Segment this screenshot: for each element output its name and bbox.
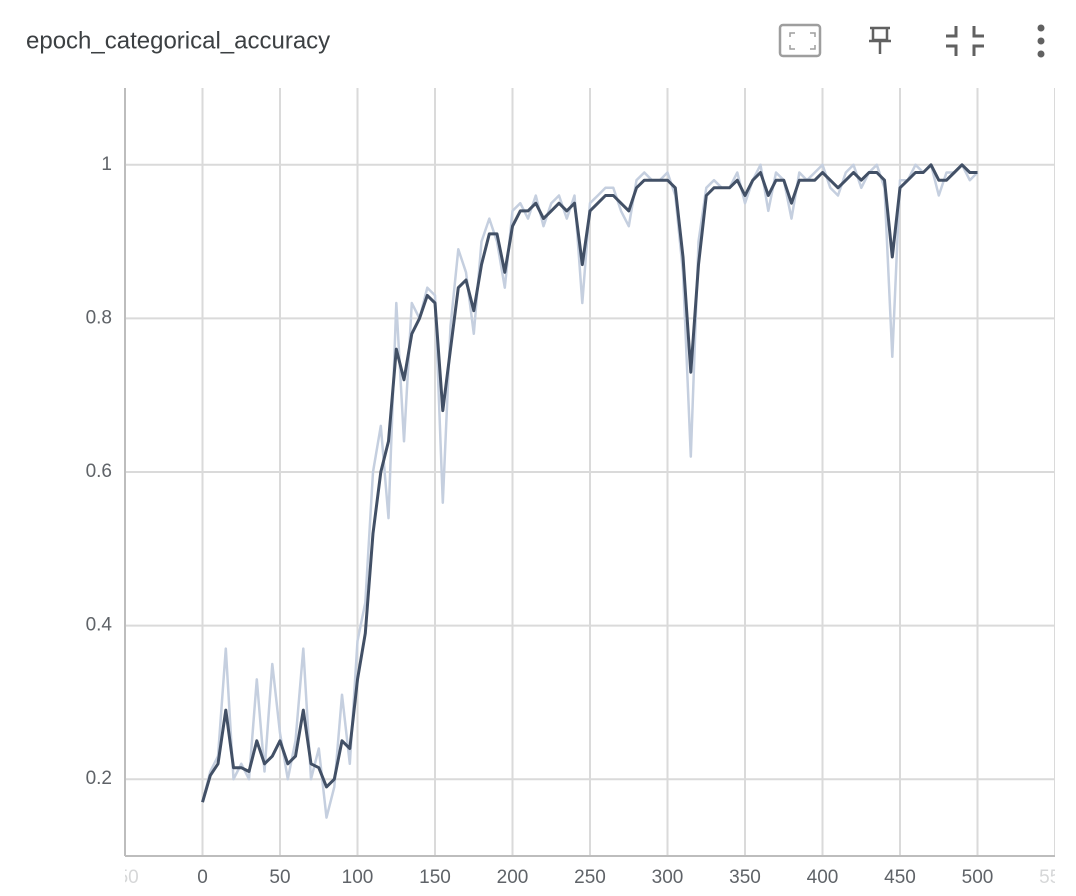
plot-area — [125, 88, 1055, 856]
y-tick-label: 0.4 — [86, 615, 113, 636]
y-tick-label: 0.6 — [86, 461, 112, 482]
smoothed-line — [201, 163, 978, 803]
x-tick-label: 100 — [342, 867, 374, 888]
x-tick-label: 250 — [574, 867, 606, 888]
x-tick-label: 0 — [197, 867, 208, 888]
x-tick-label: -50 — [111, 867, 138, 888]
x-tick-label: 50 — [269, 867, 290, 888]
menu-button[interactable] — [1037, 24, 1045, 58]
x-tick-label: 200 — [497, 867, 529, 888]
y-tick-label: 1 — [101, 154, 112, 175]
y-tick-label: 0.8 — [86, 307, 112, 328]
fit-button[interactable] — [778, 23, 822, 58]
chart-title: epoch_categorical_accuracy — [26, 27, 330, 54]
x-tick-label: 450 — [884, 867, 916, 888]
raw-line — [201, 163, 979, 819]
collapse-button[interactable] — [946, 26, 984, 56]
x-tick-label: 500 — [962, 867, 994, 888]
x-tick-label: 300 — [652, 867, 684, 888]
x-tick-label: 550 — [1039, 867, 1071, 888]
x-tick-label: 400 — [807, 867, 839, 888]
x-tick-label: 350 — [729, 867, 761, 888]
y-tick-label: 0.2 — [86, 768, 112, 789]
pin-button[interactable] — [869, 26, 891, 54]
x-tick-labels: -50 0 50 100 150 200 250 300 350 400 450 500 550 — [111, 867, 1071, 888]
x-tick-label: 150 — [419, 867, 451, 888]
